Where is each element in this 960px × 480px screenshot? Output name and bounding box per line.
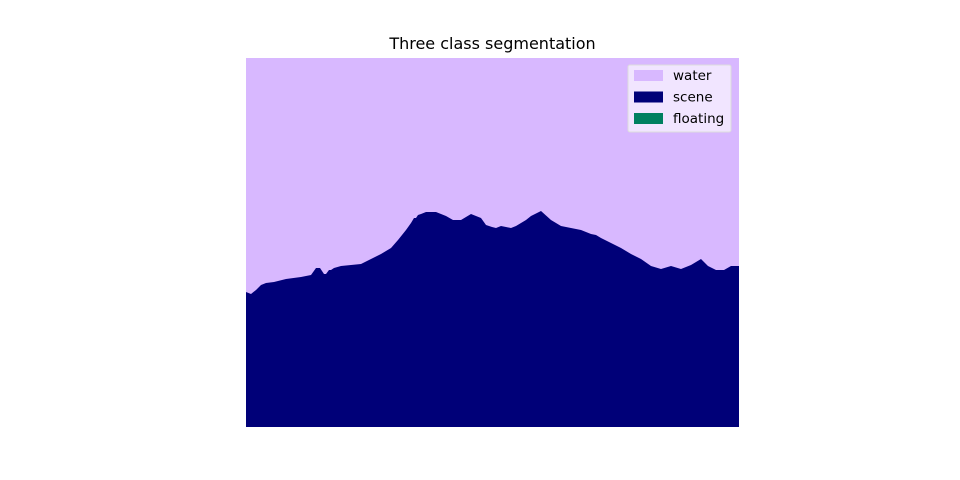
legend-swatch-scene <box>634 91 663 103</box>
scene-region <box>246 211 739 427</box>
legend: water scene floating <box>627 64 732 133</box>
legend-label-scene: scene <box>673 90 713 106</box>
legend-label-floating: floating <box>673 111 724 127</box>
chart-title: Three class segmentation <box>388 34 595 53</box>
legend-label-water: water <box>673 68 712 84</box>
legend-swatch-floating <box>634 113 663 124</box>
legend-swatch-water <box>634 70 663 81</box>
